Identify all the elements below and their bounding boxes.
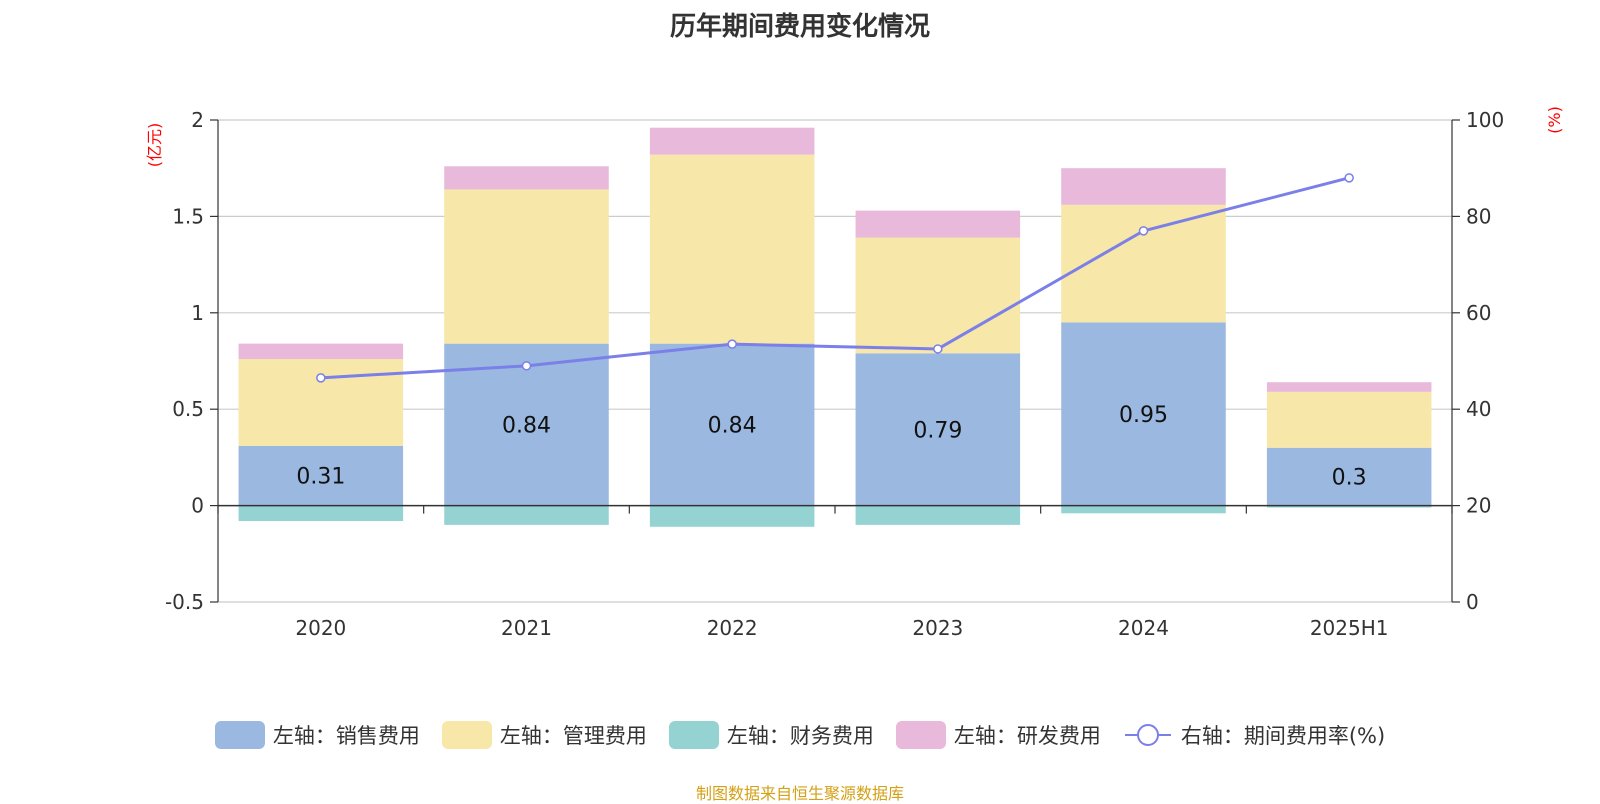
bar-segment bbox=[1061, 168, 1226, 205]
bar-segment bbox=[238, 505, 404, 522]
x-tick-label: 2024 bbox=[1118, 616, 1169, 640]
legend-item[interactable]: 左轴：财务费用 bbox=[668, 720, 874, 750]
bar-segment bbox=[444, 343, 609, 506]
right-tick-label: 60 bbox=[1466, 301, 1491, 325]
data-label: 0.84 bbox=[502, 414, 551, 439]
legend-swatch bbox=[668, 721, 719, 749]
data-label: 0.3 bbox=[1332, 466, 1367, 491]
rate-point bbox=[1344, 173, 1354, 183]
bar-segment bbox=[238, 445, 404, 506]
legend-label: 左轴：销售费用 bbox=[272, 724, 420, 748]
left-tick-label: 1 bbox=[191, 301, 204, 325]
left-axis-unit: (亿元) bbox=[145, 123, 164, 168]
legend-item[interactable]: 右轴：期间费用率(%) bbox=[1123, 720, 1385, 750]
right-tick-label: 100 bbox=[1466, 108, 1504, 132]
legend-label: 左轴：财务费用 bbox=[726, 724, 874, 748]
rate-point bbox=[521, 361, 532, 371]
chart-title: 历年期间费用变化情况 bbox=[669, 12, 930, 42]
rate-line bbox=[320, 176, 1350, 380]
right-tick-label: 20 bbox=[1466, 494, 1491, 518]
right-tick-label: 0 bbox=[1466, 590, 1479, 614]
rate-point bbox=[1138, 226, 1149, 236]
bar-segment bbox=[1061, 322, 1226, 506]
bar-segment bbox=[1266, 447, 1432, 506]
data-label: 0.79 bbox=[913, 418, 962, 443]
legend-swatch bbox=[214, 721, 265, 749]
bar-segment bbox=[855, 210, 1021, 238]
x-tick-label: 2020 bbox=[295, 616, 346, 640]
left-tick-label: -0.5 bbox=[165, 590, 204, 614]
legend-label: 右轴：期间费用率(%) bbox=[1180, 724, 1386, 748]
right-axis-unit: (%) bbox=[1545, 106, 1564, 134]
x-tick-label: 2023 bbox=[912, 616, 963, 640]
bar-segment bbox=[444, 505, 609, 525]
left-tick-label: 0.5 bbox=[172, 397, 204, 421]
legend-item[interactable]: 左轴：管理费用 bbox=[441, 720, 647, 750]
x-tick-label: 2021 bbox=[501, 616, 552, 640]
bar-segment bbox=[1061, 505, 1226, 514]
data-label: 0.31 bbox=[296, 465, 345, 490]
x-tick-label: 2022 bbox=[707, 616, 758, 640]
legend-label: 左轴：研发费用 bbox=[953, 724, 1101, 748]
legend-swatch bbox=[441, 721, 492, 749]
bar-segment bbox=[238, 359, 404, 446]
bar-segment bbox=[1266, 382, 1432, 392]
data-label: 0.95 bbox=[1119, 403, 1168, 428]
bar-segment bbox=[1266, 505, 1432, 508]
bar-segment bbox=[855, 505, 1021, 525]
source-note: 制图数据来自恒生聚源数据库 bbox=[695, 784, 904, 803]
bar-segment bbox=[649, 154, 815, 344]
legend-item[interactable]: 左轴：研发费用 bbox=[895, 720, 1101, 750]
bar-segment bbox=[649, 127, 815, 155]
rate-point bbox=[727, 339, 737, 349]
bar-segment bbox=[238, 343, 404, 360]
right-tick-label: 80 bbox=[1466, 204, 1491, 228]
legend-swatch bbox=[895, 721, 946, 749]
legend-label: 左轴：管理费用 bbox=[499, 724, 647, 748]
x-tick-label: 2025H1 bbox=[1310, 616, 1389, 640]
bar-segment bbox=[855, 353, 1021, 506]
legend-line-icon bbox=[1124, 724, 1171, 746]
left-tick-label: 1.5 bbox=[172, 204, 204, 228]
bar-segment bbox=[444, 189, 609, 344]
left-tick-label: 0 bbox=[191, 494, 204, 518]
bar-segment bbox=[649, 505, 815, 527]
legend: 左轴：销售费用 左轴：管理费用 左轴：财务费用 左轴：研发费用 右轴：期间费用率(%) bbox=[0, 720, 1600, 750]
bar-segment bbox=[649, 343, 815, 506]
rate-point bbox=[316, 373, 326, 383]
rate-point bbox=[933, 344, 943, 354]
legend-item[interactable]: 左轴：销售费用 bbox=[214, 720, 420, 750]
bar-segment bbox=[1266, 391, 1432, 448]
left-tick-label: 2 bbox=[191, 108, 204, 132]
data-label: 0.84 bbox=[708, 414, 757, 439]
bar-segment bbox=[444, 166, 609, 190]
bar-segment bbox=[855, 237, 1021, 354]
right-tick-label: 40 bbox=[1466, 397, 1491, 421]
